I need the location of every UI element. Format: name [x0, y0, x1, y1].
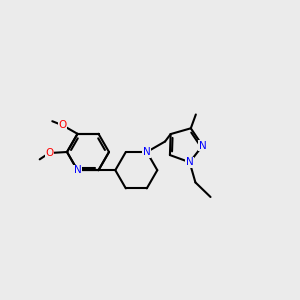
Text: N: N	[74, 165, 81, 175]
Text: O: O	[59, 120, 67, 130]
Text: N: N	[199, 141, 206, 151]
Text: N: N	[186, 157, 194, 167]
Text: N: N	[143, 147, 151, 157]
Text: O: O	[45, 148, 53, 158]
